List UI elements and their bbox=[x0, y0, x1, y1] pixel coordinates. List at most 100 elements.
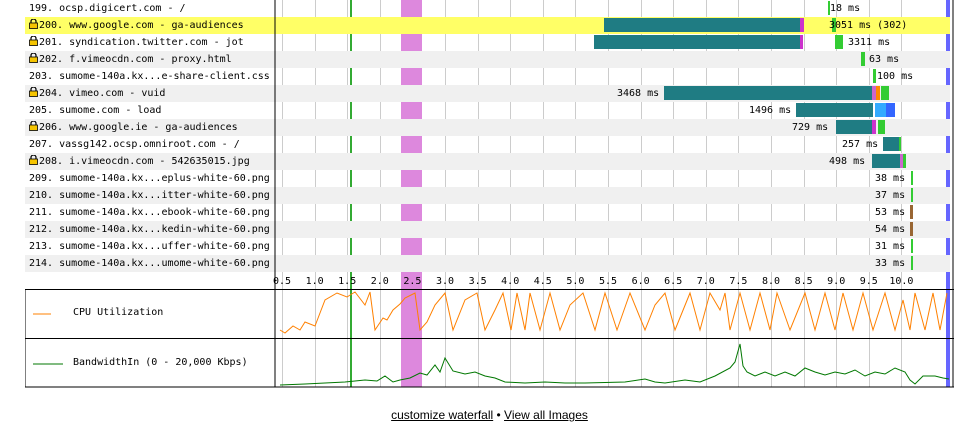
axis-tick-label: 6.0 bbox=[631, 276, 650, 287]
request-bar-segment bbox=[872, 154, 900, 168]
request-row[interactable]: 204. vimeo.com - vuid 3468 ms bbox=[25, 85, 950, 102]
request-label-text: 199. ocsp.digicert.com - / bbox=[29, 3, 186, 14]
request-label-text: 211. sumome-140a.kx...ebook-white-60.png bbox=[29, 207, 270, 218]
request-timing: 3051 ms (302) bbox=[829, 20, 908, 31]
request-timing: 498 ms bbox=[829, 156, 866, 167]
request-label-text: 213. sumome-140a.kx...uffer-white-60.png bbox=[29, 241, 270, 252]
request-bar-segment bbox=[800, 18, 804, 32]
request-label[interactable]: 206. www.google.ie - ga-audiences bbox=[29, 121, 238, 134]
request-row[interactable]: 200. www.google.com - ga-audiences 3051 m… bbox=[25, 17, 950, 34]
request-bar-segment bbox=[796, 103, 873, 117]
axis-tick-label: 1.5 bbox=[338, 276, 357, 287]
axis-tick-label: 9.5 bbox=[859, 276, 878, 287]
request-row[interactable]: 214. sumome-140a.kx...umome-white-60.png… bbox=[25, 255, 950, 272]
request-label[interactable]: 210. sumome-140a.kx...itter-white-60.png bbox=[29, 189, 270, 202]
axis-tick-label: 9.0 bbox=[827, 276, 846, 287]
request-row[interactable]: 211. sumome-140a.kx...ebook-white-60.png… bbox=[25, 204, 950, 221]
request-bar-segment bbox=[886, 103, 895, 117]
axis-tick-label: 8.5 bbox=[794, 276, 813, 287]
request-label[interactable]: 205. sumome.com - load bbox=[29, 104, 161, 117]
request-timing: 18 ms bbox=[830, 3, 861, 14]
axis-tick-label: 0.5 bbox=[272, 276, 292, 287]
request-timing: 257 ms bbox=[842, 139, 879, 150]
request-bar-segment bbox=[875, 103, 887, 117]
request-label-text: 207. vassg142.ocsp.omniroot.com - / bbox=[29, 139, 240, 150]
request-row[interactable]: 205. sumome.com - load 1496 ms bbox=[25, 102, 950, 119]
request-bar-segment bbox=[910, 205, 913, 219]
axis-tick-label: 7.0 bbox=[696, 276, 715, 287]
bandwidth-legend-swatch bbox=[33, 363, 63, 365]
bandwidth-label: BandwidthIn (0 - 20,000 Kbps) bbox=[73, 357, 248, 368]
request-bar-segment bbox=[900, 154, 903, 168]
axis-tick-label: 1.0 bbox=[305, 276, 324, 287]
request-row[interactable]: 206. www.google.ie - ga-audiences 729 ms bbox=[25, 119, 950, 136]
request-label-text: 204. vimeo.com - vuid bbox=[39, 88, 166, 99]
customize-waterfall-link[interactable]: customize waterfall bbox=[391, 408, 494, 422]
request-row[interactable]: 212. sumome-140a.kx...kedin-white-60.png… bbox=[25, 221, 950, 238]
request-timing: 31 ms bbox=[875, 241, 906, 252]
request-timing: 3468 ms bbox=[617, 88, 660, 99]
request-label-text: 214. sumome-140a.kx...umome-white-60.png bbox=[29, 258, 270, 269]
lock-icon bbox=[29, 36, 38, 46]
request-timing: 54 ms bbox=[875, 224, 906, 235]
request-label[interactable]: 211. sumome-140a.kx...ebook-white-60.png bbox=[29, 206, 270, 219]
request-label[interactable]: 200. www.google.com - ga-audiences bbox=[29, 19, 244, 32]
footer-links: customize waterfall • View all Images bbox=[0, 408, 979, 422]
lock-icon bbox=[29, 53, 38, 63]
bandwidth-section: BandwidthIn (0 - 20,000 Kbps) bbox=[25, 338, 954, 388]
cpu-legend-swatch bbox=[33, 313, 51, 315]
request-bar-segment bbox=[910, 222, 913, 236]
axis-tick-label: 8.0 bbox=[761, 276, 781, 287]
request-bar-segment bbox=[911, 256, 913, 270]
footer-separator: • bbox=[493, 408, 505, 422]
axis-tick-label: 3.0 bbox=[435, 276, 455, 287]
request-label[interactable]: 213. sumome-140a.kx...uffer-white-60.png bbox=[29, 240, 270, 253]
lock-icon bbox=[29, 155, 38, 165]
request-row[interactable]: 210. sumome-140a.kx...itter-white-60.png… bbox=[25, 187, 950, 204]
axis-tick-label: 4.0 bbox=[501, 276, 520, 287]
request-timing: 1496 ms bbox=[749, 105, 792, 116]
request-label[interactable]: 204. vimeo.com - vuid bbox=[29, 87, 165, 100]
bandwidth-line bbox=[279, 343, 950, 386]
request-bar-segment bbox=[604, 18, 800, 32]
lock-icon bbox=[29, 87, 38, 97]
axis-tick-label: 5.5 bbox=[598, 276, 618, 287]
view-all-images-link[interactable]: View all Images bbox=[504, 408, 588, 422]
cpu-line bbox=[279, 291, 948, 334]
request-label-text: 201. syndication.twitter.com - jot bbox=[39, 37, 244, 48]
cpu-label: CPU Utilization bbox=[73, 307, 164, 318]
request-row[interactable]: 201. syndication.twitter.com - jot 3311 m… bbox=[25, 34, 950, 51]
request-bar-segment bbox=[899, 137, 901, 151]
request-bar-segment bbox=[911, 171, 913, 185]
request-bar-segment bbox=[876, 86, 880, 100]
request-row[interactable]: 202. f.vimeocdn.com - proxy.html 63 ms bbox=[25, 51, 950, 68]
request-label[interactable]: 202. f.vimeocdn.com - proxy.html bbox=[29, 53, 232, 66]
request-label-text: 212. sumome-140a.kx...kedin-white-60.png bbox=[29, 224, 270, 235]
request-label[interactable]: 207. vassg142.ocsp.omniroot.com - / bbox=[29, 138, 240, 151]
request-timing: 63 ms bbox=[869, 54, 900, 65]
request-timing: 33 ms bbox=[875, 258, 906, 269]
axis-tick-label: 4.5 bbox=[533, 276, 552, 287]
request-row[interactable]: 209. sumome-140a.kx...eplus-white-60.png… bbox=[25, 170, 950, 187]
request-timing: 38 ms bbox=[875, 173, 906, 184]
request-label[interactable]: 212. sumome-140a.kx...kedin-white-60.png bbox=[29, 223, 270, 236]
request-row[interactable]: 203. sumome-140a.kx...e-share-client.css… bbox=[25, 68, 950, 85]
request-label-text: 209. sumome-140a.kx...eplus-white-60.png bbox=[29, 173, 270, 184]
request-row[interactable]: 213. sumome-140a.kx...uffer-white-60.png… bbox=[25, 238, 950, 255]
request-row[interactable]: 207. vassg142.ocsp.omniroot.com - / 257 m… bbox=[25, 136, 950, 153]
request-timing: 53 ms bbox=[875, 207, 906, 218]
axis-tick-label: 10.0 bbox=[889, 276, 914, 287]
request-row[interactable]: 208. i.vimeocdn.com - 542635015.jpg 498 m… bbox=[25, 153, 950, 170]
request-bar-segment bbox=[881, 86, 889, 100]
request-row[interactable]: 199. ocsp.digicert.com - / 18 ms bbox=[25, 0, 950, 17]
request-label[interactable]: 209. sumome-140a.kx...eplus-white-60.png bbox=[29, 172, 270, 185]
request-label-text: 202. f.vimeocdn.com - proxy.html bbox=[39, 54, 232, 65]
request-bar-segment bbox=[800, 35, 803, 49]
request-label[interactable]: 199. ocsp.digicert.com - / bbox=[29, 2, 186, 15]
request-bar-segment bbox=[911, 188, 913, 202]
request-label[interactable]: 203. sumome-140a.kx...e-share-client.css bbox=[29, 70, 270, 83]
request-label[interactable]: 208. i.vimeocdn.com - 542635015.jpg bbox=[29, 155, 250, 168]
request-bar-segment bbox=[861, 52, 865, 66]
request-label[interactable]: 201. syndication.twitter.com - jot bbox=[29, 36, 244, 49]
request-label[interactable]: 214. sumome-140a.kx...umome-white-60.png bbox=[29, 257, 270, 270]
